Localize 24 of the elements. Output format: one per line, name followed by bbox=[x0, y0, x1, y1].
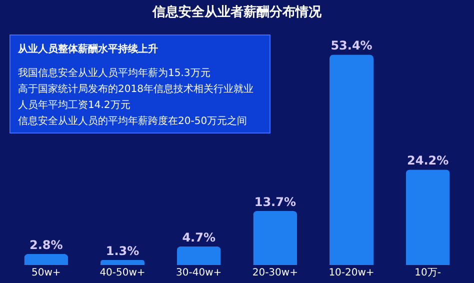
x-tick-label: 10-20w+ bbox=[328, 268, 374, 278]
annotation: 我国信息安全从业人员平均年薪为15.3万元 bbox=[18, 67, 210, 79]
annotation: 信息安全从业人员的平均年薪跨度在20-50万元之间 bbox=[18, 115, 248, 127]
x-tick-label: 10万- bbox=[414, 268, 442, 278]
data-label: 53.4% bbox=[330, 38, 372, 53]
data-label: 1.3% bbox=[106, 244, 140, 258]
annotation: 从业人员整体薪酬水平持续上升 bbox=[17, 43, 158, 55]
x-tick-label: 20-30w+ bbox=[252, 268, 298, 278]
annotation: 人员年平均工资14.2万元 bbox=[18, 99, 130, 111]
x-tick-label: 30-40w+ bbox=[176, 268, 222, 278]
annotation: 高于国家统计局发布的2018年信息技术相关行业就业 bbox=[18, 83, 254, 95]
bar bbox=[100, 260, 144, 265]
x-tick-label: 50w+ bbox=[32, 268, 61, 278]
bar bbox=[24, 254, 68, 265]
data-label: 24.2% bbox=[407, 154, 449, 168]
bar bbox=[253, 211, 298, 265]
bar bbox=[406, 170, 450, 265]
data-label: 2.8% bbox=[30, 238, 63, 252]
bar bbox=[176, 246, 221, 265]
x-tick-label: 40-50w+ bbox=[100, 268, 146, 278]
bar bbox=[330, 54, 374, 265]
data-label: 13.7% bbox=[254, 195, 296, 210]
chart-title: 信息安全从业者薪酬分布情况 bbox=[152, 4, 322, 20]
data-label: 4.7% bbox=[182, 230, 216, 244]
